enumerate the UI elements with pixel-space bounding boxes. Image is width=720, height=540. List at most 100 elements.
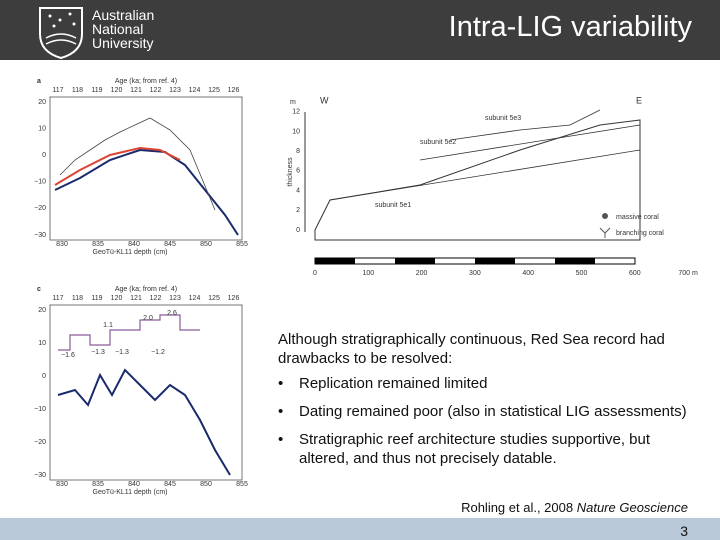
slide-title: Intra-LIG variability (448, 11, 692, 43)
tick-label: 121 (130, 295, 142, 302)
bullet-list: Replication remained limited Dating rema… (278, 374, 698, 468)
tick-label: 118 (72, 295, 83, 302)
axis-label: thickness (287, 157, 294, 187)
scale-bar (555, 258, 595, 264)
panel-frame (49, 96, 243, 241)
citation: Rohling et al., 2008 Nature Geoscience (461, 500, 688, 515)
tick-label: 119 (91, 87, 102, 94)
axis-label: Age (ka; from ref. 4) (115, 78, 177, 85)
tick-label: 200 (416, 270, 428, 277)
tick-label: 124 (189, 295, 201, 302)
unit-label: m (290, 99, 296, 106)
annotation: −1.6 (61, 352, 75, 359)
panel-letter: a (37, 78, 41, 85)
legend-label: massive coral (616, 214, 659, 221)
tick-label: 850 (200, 241, 212, 248)
tick-label: 10 (38, 340, 46, 347)
tick-label: 830 (56, 241, 68, 248)
tick-label: 12 (292, 109, 300, 116)
tick-label: 6 (296, 168, 300, 175)
curve (59, 117, 216, 211)
tick-label: 835 (92, 241, 104, 248)
legend-icon (599, 227, 611, 238)
scale-bar (475, 258, 515, 264)
logo-line: National (92, 21, 144, 37)
tick-label: 121 (130, 87, 142, 94)
citation-journal: Nature Geoscience (576, 500, 688, 515)
direction: W (320, 95, 329, 105)
tick-label: 8 (296, 148, 300, 155)
tick-label: 117 (52, 87, 63, 94)
curve (54, 148, 239, 236)
tick-label: 125 (208, 295, 220, 302)
tick-label: −20 (34, 205, 46, 212)
tick-label: 2 (296, 207, 300, 214)
unit-label: subunit 5e2 (420, 139, 456, 146)
tick-label: 700 m (678, 270, 698, 277)
annotation: 2.6 (167, 310, 177, 317)
curve (54, 146, 181, 186)
tick-label: 119 (91, 295, 102, 302)
text-block: Although stratigraphically continuous, R… (278, 330, 698, 477)
bullet: Replication remained limited (278, 374, 698, 393)
tick-label: 0 (313, 270, 317, 277)
tick-label: 125 (208, 87, 220, 94)
axis-label: Age (ka; from ref. 4) (115, 286, 177, 293)
tick-label: 20 (38, 307, 46, 314)
intro: Although stratigraphically continuous, R… (278, 331, 665, 367)
annotation: 1.1 (103, 322, 113, 329)
panel-letter: c (37, 286, 41, 293)
tick-label: 400 (522, 270, 534, 277)
page-number: 3 (680, 523, 688, 539)
unit-boundary (329, 124, 641, 201)
tick-label: −10 (34, 406, 46, 413)
tick-label: 124 (189, 87, 201, 94)
tick-label: −10 (34, 179, 46, 186)
tick-label: −30 (34, 232, 46, 239)
unit-boundary (449, 109, 601, 141)
header-bar: Australian National University Intra-LIG… (0, 0, 720, 60)
bullet: Dating remained poor (also in statistica… (278, 402, 698, 421)
axis-label: GeoTü-KL11 depth (cm) (93, 489, 168, 496)
tick-label: −30 (34, 472, 46, 479)
scale-bar (395, 258, 435, 264)
tick-label: 10 (292, 128, 300, 135)
tick-label: 0 (42, 373, 46, 380)
logo-line: University (92, 35, 154, 51)
tick-label: 126 (228, 295, 240, 302)
tick-label: 4 (296, 187, 300, 194)
tick-label: 122 (150, 295, 162, 302)
tick-label: 840 (128, 481, 140, 488)
unit-label: subunit 5e1 (375, 202, 411, 209)
annotation: −1.2 (151, 349, 165, 356)
curve (57, 368, 231, 476)
direction: E (636, 95, 642, 105)
annotation: −1.3 (115, 349, 129, 356)
tick-label: 855 (236, 481, 248, 488)
logo-crest (39, 7, 83, 60)
tick-label: 830 (56, 481, 68, 488)
tick-label: 120 (111, 295, 123, 302)
tick-label: 20 (38, 99, 46, 106)
logo-line: Australian (92, 7, 155, 23)
tick-label: 123 (169, 295, 181, 302)
logo-text: Australian National University (92, 8, 154, 50)
tick-label: 300 (469, 270, 481, 277)
tick-label: 600 (629, 270, 641, 277)
tick-label: 840 (128, 241, 140, 248)
tick-label: 0 (296, 227, 300, 234)
tick-label: 100 (362, 270, 374, 277)
tick-label: 126 (228, 87, 240, 94)
legend-label: branching coral (616, 230, 664, 237)
tick-label: 0 (42, 152, 46, 159)
annotation: −1.3 (91, 349, 105, 356)
tick-label: 122 (150, 87, 162, 94)
reef-outline (314, 119, 641, 241)
curve (58, 314, 200, 351)
tick-label: −20 (34, 439, 46, 446)
bullet: Stratigraphic reef architecture studies … (278, 430, 698, 468)
tick-label: 118 (72, 87, 83, 94)
axis-label: GeoTü-KL11 depth (cm) (93, 249, 168, 256)
legend-icon (602, 213, 608, 219)
